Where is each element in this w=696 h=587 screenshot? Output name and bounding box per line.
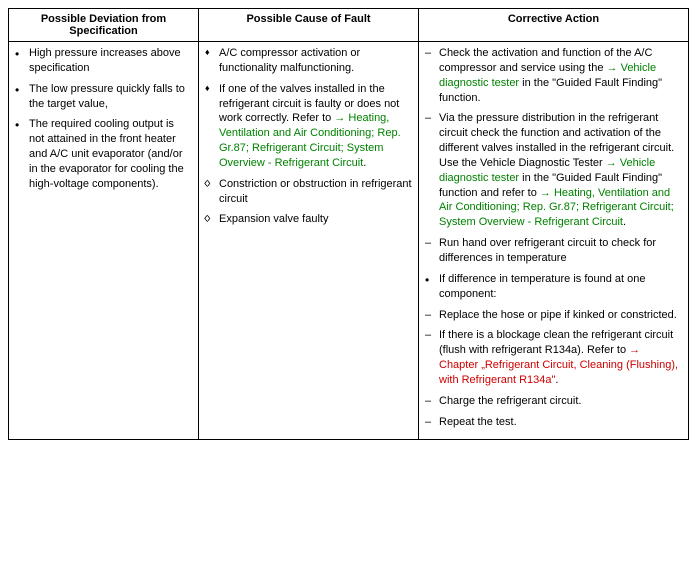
header-deviation: Possible Deviation from Specification <box>9 9 199 42</box>
list-item: If there is a blockage clean the refrige… <box>425 328 682 387</box>
header-cause: Possible Cause of Fault <box>199 9 419 42</box>
list-item: A/C compressor activation or functionali… <box>205 46 412 76</box>
list-item: Expansion valve faulty <box>205 212 412 227</box>
table-header-row: Possible Deviation from Specification Po… <box>9 9 689 42</box>
list-item: The low pressure quickly falls to the ta… <box>15 82 192 112</box>
list-item: Constriction or obstruction in refrigera… <box>205 177 412 207</box>
list-item: Via the pressure distribution in the ref… <box>425 111 682 230</box>
fault-table: Possible Deviation from Specification Po… <box>8 8 689 440</box>
list-item: High pressure increases above specificat… <box>15 46 192 76</box>
text-part: . <box>555 374 558 386</box>
table-row: High pressure increases above specificat… <box>9 42 689 440</box>
cell-cause: A/C compressor activation or functionali… <box>199 42 419 440</box>
list-item: Repeat the test. <box>425 415 682 430</box>
list-item: The required cooling output is not attai… <box>15 117 192 191</box>
header-action: Corrective Action <box>419 9 689 42</box>
text-part: . <box>623 216 626 228</box>
list-item: If one of the valves installed in the re… <box>205 82 412 171</box>
cell-deviation: High pressure increases above specificat… <box>9 42 199 440</box>
list-item: If difference in temperature is found at… <box>425 272 682 302</box>
list-item: Run hand over refrigerant circuit to che… <box>425 236 682 266</box>
text-part: . <box>363 157 366 169</box>
list-item: Check the activation and function of the… <box>425 46 682 105</box>
list-item: Charge the refrigerant circuit. <box>425 394 682 409</box>
cell-action: Check the activation and function of the… <box>419 42 689 440</box>
list-item: Replace the hose or pipe if kinked or co… <box>425 308 682 323</box>
